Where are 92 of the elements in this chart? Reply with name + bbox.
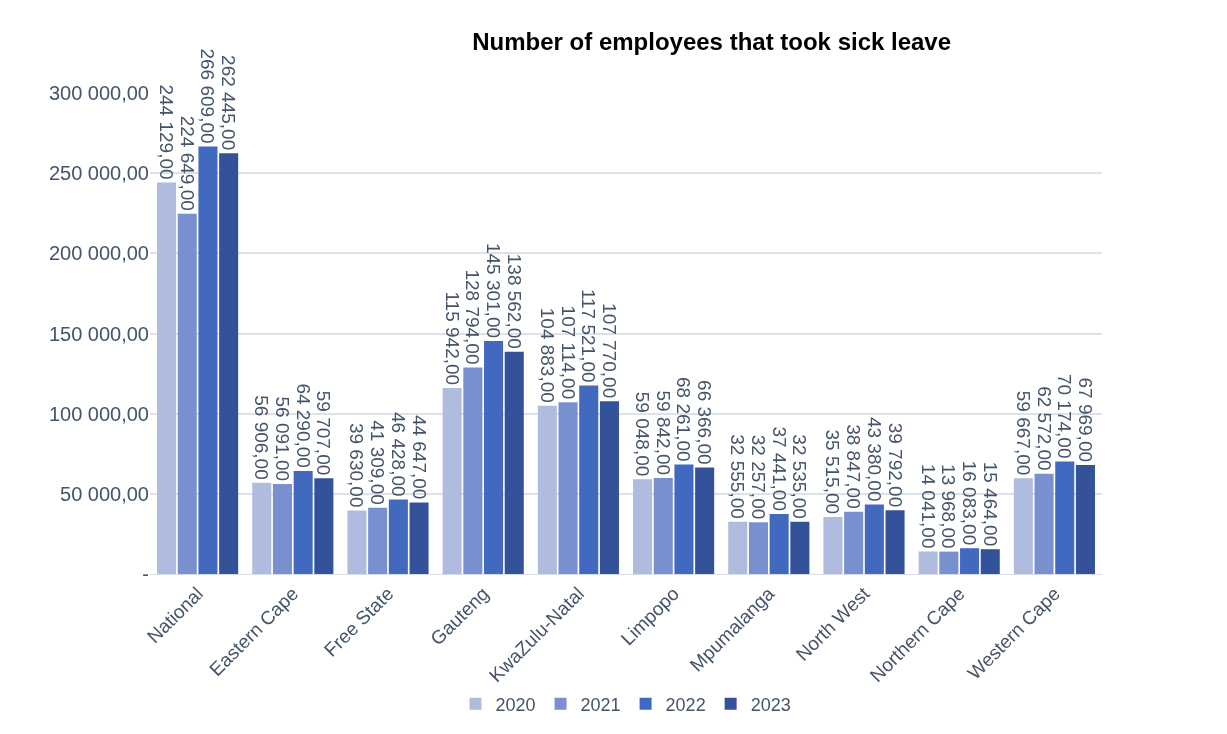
- bar: [864, 504, 884, 574]
- bar: [463, 367, 483, 574]
- data-label: 67 969,00: [1074, 377, 1096, 463]
- data-label: 59 707,00: [313, 390, 335, 476]
- data-label: 104 883,00: [536, 307, 558, 403]
- data-label: 46 428,00: [387, 412, 409, 497]
- bar: [484, 341, 504, 574]
- bar: [293, 470, 313, 574]
- data-label: 66 366,00: [694, 380, 716, 465]
- data-label: 56 091,00: [271, 396, 293, 482]
- y-tick-label: 250 000,00: [48, 162, 149, 185]
- bar: [347, 510, 367, 574]
- data-label: 70 174,00: [1054, 373, 1076, 459]
- data-label: 138 562,00: [503, 253, 525, 349]
- y-tick-label: 50 000,00: [60, 482, 149, 505]
- bar: [219, 153, 239, 574]
- data-label: 64 290,00: [292, 383, 314, 468]
- data-label: 244 129,00: [156, 84, 178, 180]
- data-label: 38 847,00: [843, 424, 865, 509]
- bar: [368, 507, 388, 574]
- data-label: 41 309,00: [367, 420, 389, 505]
- data-label: 16 083,00: [959, 460, 981, 546]
- bar: [885, 510, 905, 574]
- bar: [674, 464, 694, 574]
- data-label: 59 842,00: [652, 390, 674, 476]
- bar: [653, 478, 673, 574]
- data-label: 115 942,00: [441, 291, 463, 386]
- bar: [1013, 478, 1033, 574]
- y-tick-label: 150 000,00: [48, 322, 149, 345]
- legend-label: 2022: [665, 694, 706, 715]
- data-label: 32 535,00: [789, 434, 811, 519]
- data-label: 62 572,00: [1033, 386, 1055, 471]
- bar: [695, 467, 715, 574]
- y-tick-label: 100 000,00: [48, 402, 149, 425]
- bar: [252, 482, 272, 574]
- data-label: 59 048,00: [632, 391, 654, 477]
- bar: [388, 499, 408, 574]
- data-label: 128 794,00: [462, 269, 484, 365]
- bar: [272, 484, 292, 574]
- data-label: 13 968,00: [938, 464, 960, 549]
- bar: [599, 401, 619, 574]
- bar: [314, 478, 334, 574]
- data-label: 39 630,00: [346, 422, 368, 508]
- y-tick-label: -: [142, 563, 149, 585]
- data-label: 39 792,00: [884, 422, 906, 508]
- bar: [939, 551, 959, 574]
- legend-label: 2021: [580, 694, 621, 715]
- y-tick-label: 200 000,00: [48, 242, 149, 265]
- data-label: 37 441,00: [768, 426, 790, 511]
- data-label: 43 380,00: [863, 416, 885, 502]
- legend-label: 2020: [495, 694, 536, 715]
- data-label: 59 667,00: [1012, 390, 1034, 476]
- data-label: 145 301,00: [483, 242, 505, 339]
- bar: [1075, 465, 1095, 574]
- bar: [409, 502, 429, 574]
- bar: [790, 521, 810, 574]
- bar: [558, 402, 578, 574]
- bar: [980, 549, 1000, 574]
- bar: [844, 511, 864, 574]
- data-label: 56 906,00: [251, 395, 273, 480]
- bar: [198, 146, 218, 574]
- bar: [633, 479, 653, 574]
- data-label: 35 515,00: [822, 429, 844, 515]
- data-label: 262 445,00: [218, 55, 240, 151]
- bar: [960, 548, 980, 574]
- bar: [1034, 473, 1054, 574]
- data-label: 32 257,00: [747, 434, 769, 520]
- data-label: 32 555,00: [727, 434, 749, 519]
- data-label: 15 464,00: [979, 461, 1001, 547]
- bar: [769, 513, 789, 574]
- data-label: 107 114,00: [557, 305, 579, 400]
- data-label: 266 609,00: [197, 48, 219, 144]
- data-label: 107 770,00: [598, 303, 620, 399]
- chart-title: Number of employees that took sick leave: [472, 27, 952, 55]
- bar: [728, 521, 748, 574]
- data-label: 44 647,00: [408, 414, 430, 500]
- bar: [157, 182, 177, 574]
- bar: [442, 388, 462, 574]
- data-label: 14 041,00: [917, 463, 939, 549]
- data-label: 68 261,00: [673, 377, 695, 462]
- data-label: 117 521,00: [578, 288, 600, 383]
- bar: [748, 522, 768, 574]
- legend-label: 2023: [750, 694, 791, 715]
- y-tick-label: 300 000,00: [48, 82, 149, 104]
- bar: [537, 405, 557, 574]
- bar: [1055, 461, 1075, 574]
- bar: [918, 551, 938, 574]
- bar: [823, 517, 843, 574]
- bar: [579, 385, 599, 574]
- bar: [504, 351, 524, 574]
- bar: [177, 213, 197, 574]
- data-label: 224 649,00: [176, 115, 198, 211]
